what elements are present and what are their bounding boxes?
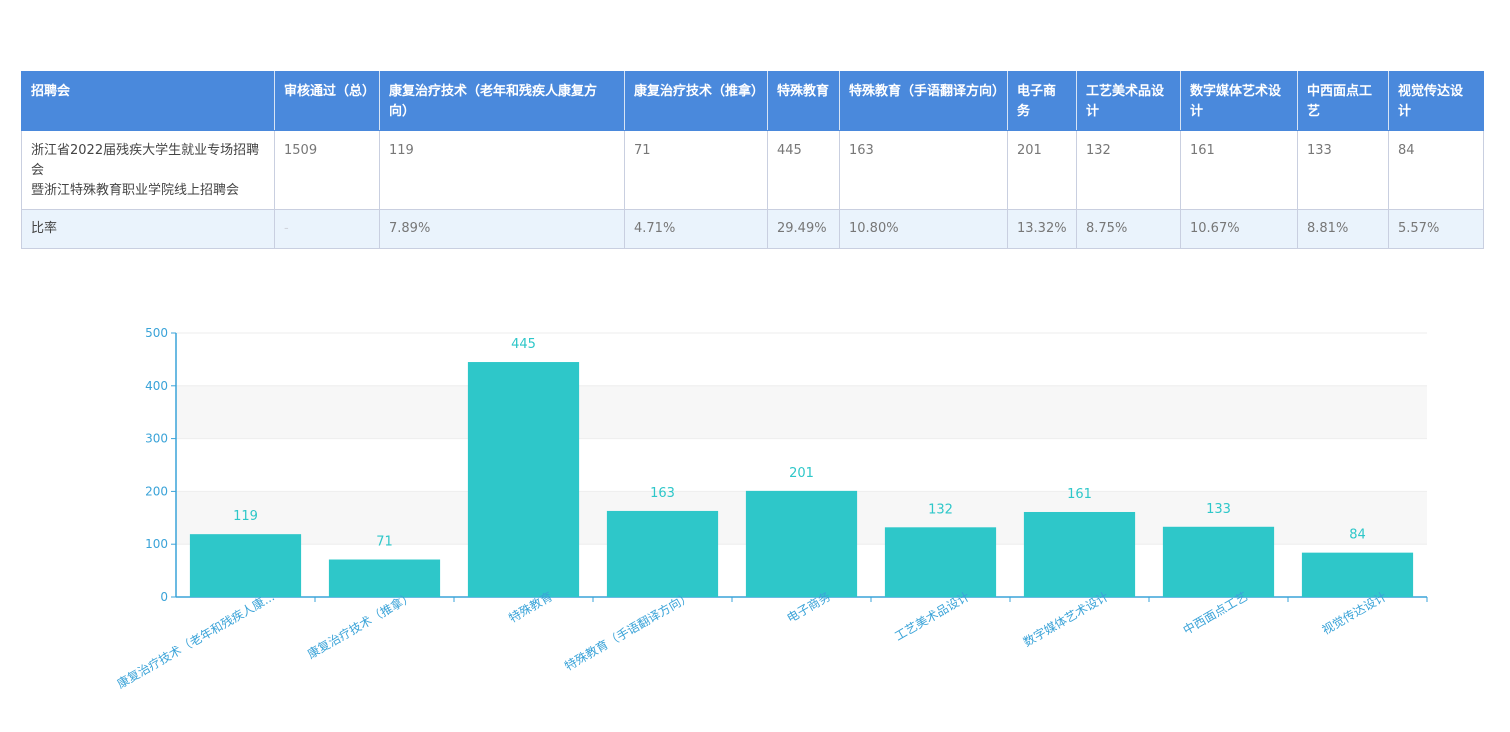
- value-cell: 1509: [274, 130, 380, 210]
- table-row: 浙江省2022届残疾大学生就业专场招聘会 暨浙江特殊教育职业学院线上招聘会 15…: [21, 130, 1484, 210]
- bar-chart: 0 100 200 300 400 500 119 康复治疗技术（老年和残疾人康... 71 康…: [114, 326, 1428, 692]
- value-cell: 201: [1007, 130, 1077, 210]
- bar-value-label: 119: [233, 509, 258, 524]
- x-tick-label: 康复治疗技术（推拿）: [305, 589, 416, 662]
- header-cell: 工艺美术品设计: [1076, 71, 1181, 131]
- y-tick-label: 500: [145, 326, 168, 340]
- bar-value-label: 163: [650, 486, 675, 501]
- bar: [1023, 511, 1136, 597]
- value-cell: 133: [1297, 130, 1389, 210]
- value-cell: 163: [839, 130, 1008, 210]
- rate-cell: -: [274, 209, 380, 249]
- rate-label-cell: 比率: [21, 209, 275, 249]
- value-cell: 119: [379, 130, 625, 210]
- stats-table: 招聘会 审核通过（总） 康复治疗技术（老年和残疾人康复方向） 康复治疗技术（推拿…: [21, 71, 1484, 249]
- stats-table-wrap: 招聘会 审核通过（总） 康复治疗技术（老年和残疾人康复方向） 康复治疗技术（推拿…: [21, 71, 1484, 249]
- rate-cell: 5.57%: [1388, 209, 1484, 249]
- value-cell: 132: [1076, 130, 1181, 210]
- fair-name-cell: 浙江省2022届残疾大学生就业专场招聘会 暨浙江特殊教育职业学院线上招聘会: [21, 130, 275, 210]
- bar-layer: [189, 362, 1414, 597]
- bar-value-label: 71: [376, 535, 393, 550]
- value-cell: 445: [767, 130, 840, 210]
- y-tick-label: 200: [145, 484, 168, 498]
- header-cell: 数字媒体艺术设计: [1180, 71, 1298, 131]
- x-tick-label: 特殊教育（手语翻译方向）: [562, 589, 694, 674]
- y-tick-label: 0: [160, 590, 168, 604]
- fair-name-line2: 暨浙江特殊教育职业学院线上招聘会: [31, 183, 240, 198]
- bar: [189, 534, 302, 597]
- header-cell: 中西面点工艺: [1297, 71, 1389, 131]
- rate-cell: 8.75%: [1076, 209, 1181, 249]
- header-cell: 康复治疗技术（老年和残疾人康复方向）: [379, 71, 625, 131]
- bar: [1162, 526, 1275, 597]
- x-tick-label: 康复治疗技术（老年和残疾人康...: [114, 589, 277, 692]
- header-cell: 特殊教育（手语翻译方向）: [839, 71, 1008, 131]
- header-cell: 特殊教育: [767, 71, 840, 131]
- bar-value-label: 201: [789, 466, 814, 481]
- bar-value-label: 161: [1067, 487, 1092, 502]
- header-cell: 审核通过（总）: [274, 71, 380, 131]
- bar: [467, 362, 580, 597]
- header-cell: 视觉传达设计: [1388, 71, 1484, 131]
- rate-cell: 29.49%: [767, 209, 840, 249]
- bar-value-label: 84: [1349, 528, 1366, 543]
- bar: [328, 559, 441, 597]
- header-cell: 康复治疗技术（推拿）: [624, 71, 768, 131]
- rate-cell: 13.32%: [1007, 209, 1077, 249]
- rate-cell: 10.67%: [1180, 209, 1298, 249]
- header-cell: 电子商务: [1007, 71, 1077, 131]
- bar: [1301, 552, 1414, 597]
- grid-band: [176, 438, 1427, 492]
- grid-band: [176, 385, 1427, 439]
- rate-row: 比率 - 7.89% 4.71% 29.49% 10.80% 13.32% 8.…: [21, 209, 1484, 249]
- rate-cell: 8.81%: [1297, 209, 1389, 249]
- fair-name-line1: 浙江省2022届残疾大学生就业专场招聘会: [31, 143, 260, 178]
- rate-cell: 7.89%: [379, 209, 625, 249]
- bar-value-label: 445: [511, 337, 536, 352]
- bar: [745, 490, 858, 597]
- bar: [884, 527, 997, 597]
- table-header-row: 招聘会 审核通过（总） 康复治疗技术（老年和残疾人康复方向） 康复治疗技术（推拿…: [21, 71, 1484, 131]
- rate-cell: 10.80%: [839, 209, 1008, 249]
- header-cell: 招聘会: [21, 71, 275, 131]
- y-tick-label: 300: [145, 432, 168, 446]
- bar-value-label: 133: [1206, 502, 1231, 517]
- y-tick-label: 100: [145, 537, 168, 551]
- bar-value-label: 132: [928, 502, 953, 517]
- value-cell: 84: [1388, 130, 1484, 210]
- y-tick-label: 400: [145, 379, 168, 393]
- grid-band: [176, 333, 1427, 386]
- value-cell: 161: [1180, 130, 1298, 210]
- value-cell: 71: [624, 130, 768, 210]
- bar: [606, 510, 719, 597]
- rate-cell: 4.71%: [624, 209, 768, 249]
